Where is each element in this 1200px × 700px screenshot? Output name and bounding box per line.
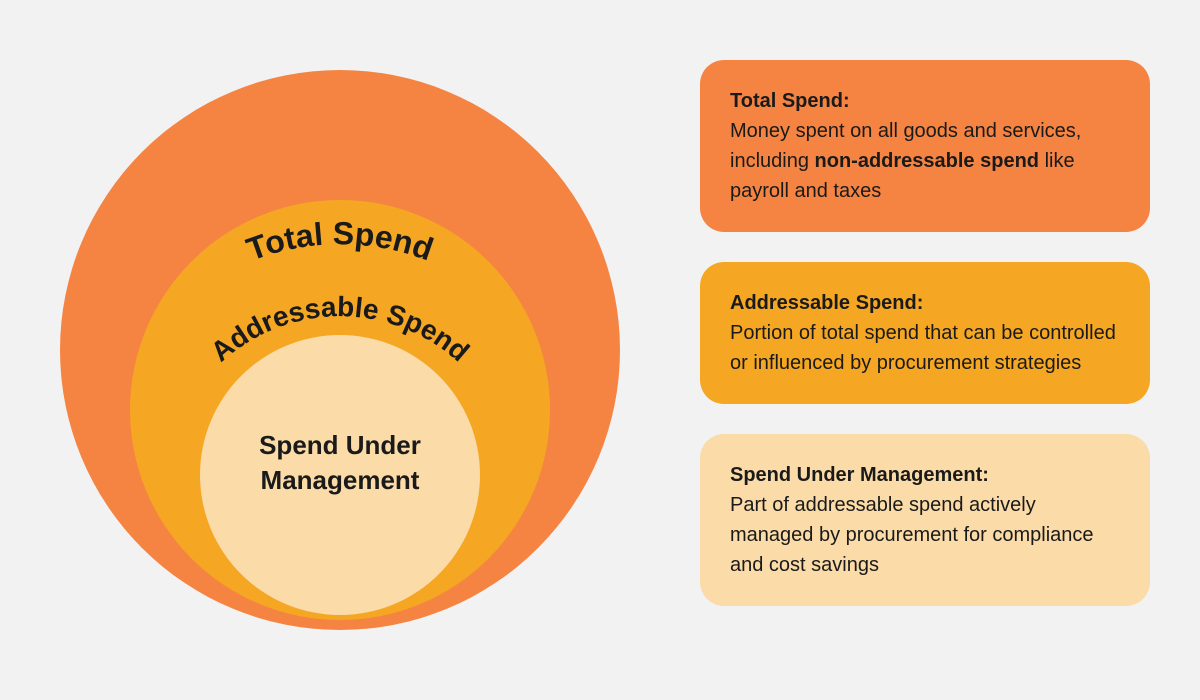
nested-circle-diagram: Total Spend Addressable Spend Spend Unde… [60, 40, 620, 660]
card-title: Spend Under Management: [730, 464, 989, 486]
card-total-spend: Total Spend: Money spent on all goods an… [700, 60, 1150, 232]
card-title: Total Spend: [730, 90, 850, 112]
inner-circle-label: Spend Under Management [200, 428, 480, 498]
card-body: Money spent on all goods and services, i… [730, 120, 1081, 202]
card-spend-under-management: Spend Under Management: Part of addressa… [700, 434, 1150, 606]
card-body: Portion of total spend that can be contr… [730, 322, 1116, 374]
card-title: Addressable Spend: [730, 292, 923, 314]
card-body: Part of addressable spend actively manag… [730, 494, 1094, 576]
card-addressable-spend: Addressable Spend: Portion of total spen… [700, 262, 1150, 404]
definition-cards: Total Spend: Money spent on all goods an… [700, 60, 1150, 606]
